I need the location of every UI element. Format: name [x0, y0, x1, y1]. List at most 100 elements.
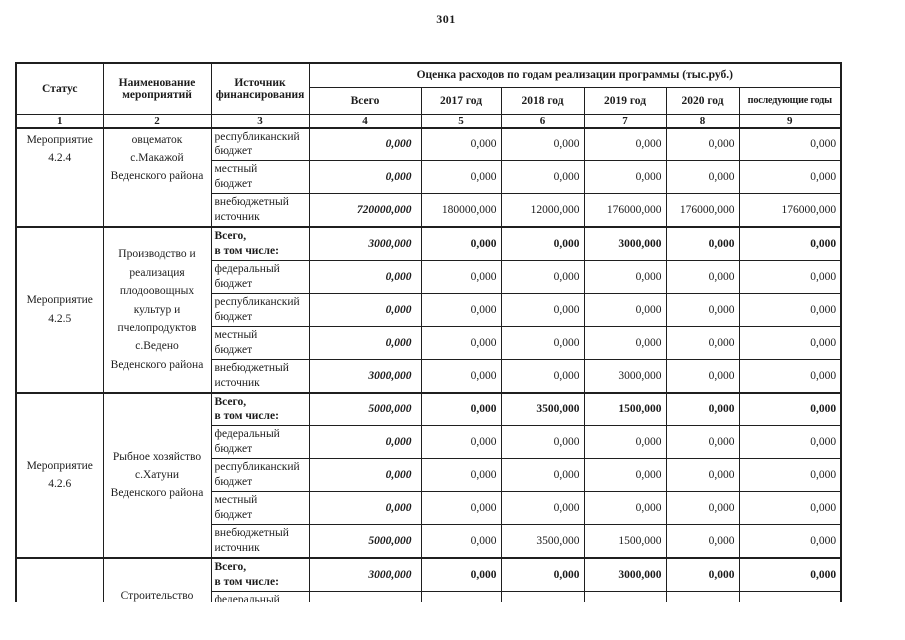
year-value-cell: 0,000: [665, 556, 740, 592]
header-column-number: 3: [210, 113, 310, 129]
year-value-cell: 0,000: [665, 260, 740, 294]
year-value-cell: 176000,000: [738, 193, 842, 228]
year-value-cell: 0,000: [420, 523, 502, 559]
year-value-cell: 0,000: [420, 325, 502, 360]
year-value-cell: 0,000: [420, 556, 502, 592]
year-value-cell: 3500,000: [500, 391, 585, 427]
year-value-cell: 0,000: [500, 126, 585, 162]
funding-source-cell: Всего, в том числе:: [210, 226, 310, 262]
total-value-cell: 0,000: [308, 458, 422, 493]
year-value-cell: 0,000: [500, 425, 585, 460]
year-value-cell: 0,000: [665, 325, 740, 360]
header-row-group: Статус Наименование мероприятий Источник…: [15, 62, 842, 115]
year-value-cell: 0,000: [420, 425, 502, 460]
total-value-cell: 3000,000: [308, 226, 422, 262]
year-value-cell: 0,000: [420, 160, 502, 195]
funding-source-cell: республиканский бюджет: [210, 292, 310, 327]
header-col-year-2019: 2019 год: [583, 86, 667, 115]
year-value-cell: 0,000: [500, 325, 585, 360]
header-column-number: 9: [738, 113, 842, 129]
year-value-cell: 12000,000: [500, 193, 585, 228]
header-column-number: 6: [500, 113, 585, 129]
year-value-cell: 0,000: [738, 160, 842, 195]
year-value-cell: 0,000: [500, 458, 585, 493]
total-value-cell: 3000,000: [308, 556, 422, 592]
year-value-cell: 0,000: [583, 160, 667, 195]
year-value-cell: 1500,000: [583, 523, 667, 559]
year-value-cell: 0,000: [500, 590, 585, 602]
header-status: Статус: [15, 62, 104, 115]
year-value-cell: 0,000: [738, 590, 842, 602]
name-cell: Строительство животноводческого хозяйств…: [102, 556, 212, 602]
year-value-cell: 0,000: [738, 391, 842, 427]
total-value-cell: 0,000: [308, 292, 422, 327]
table-row: внебюджетный источник 3000,000 0,000 0,000 3…: [16, 358, 842, 394]
year-value-cell: 0,000: [420, 391, 502, 427]
year-value-cell: 0,000: [583, 425, 667, 460]
year-value-cell: 176000,000: [665, 193, 740, 228]
total-value-cell: 0,000: [308, 160, 422, 195]
year-value-cell: 0,000: [583, 458, 667, 493]
total-value-cell: 5000,000: [308, 523, 422, 559]
page-number: 301: [436, 12, 456, 26]
table-row: республиканский бюджет 0,000 0,000 0,000 0,0…: [16, 458, 842, 493]
funding-source-cell: федеральный бюджет: [210, 260, 310, 294]
year-value-cell: 0,000: [583, 260, 667, 294]
table-row: внебюджетный источник 720000,000 180000,00…: [16, 193, 842, 228]
funding-source-cell: местный бюджет: [210, 325, 310, 360]
total-value-cell: 5000,000: [308, 391, 422, 427]
year-value-cell: 0,000: [500, 358, 585, 394]
year-value-cell: 0,000: [420, 226, 502, 262]
total-value-cell: 0,000: [308, 491, 422, 525]
year-value-cell: 0,000: [738, 292, 842, 327]
header-column-number: 5: [420, 113, 502, 129]
header-col-total: Всего: [308, 86, 422, 115]
header-column-number: 4: [308, 113, 422, 129]
header-col-year-2020: 2020 год: [665, 86, 740, 115]
total-value-cell: 720000,000: [308, 193, 422, 228]
year-value-cell: 3000,000: [583, 226, 667, 262]
table-row: местный бюджет 0,000 0,000 0,000 0,000 0,000 0…: [16, 325, 842, 360]
year-value-cell: 0,000: [665, 458, 740, 493]
header-column-number: 1: [15, 113, 104, 129]
funding-source-cell: федеральный бюджет: [210, 425, 310, 460]
name-cell: овцематок с.Макажой Веденского района: [102, 126, 212, 228]
header-col-year-2018: 2018 год: [500, 86, 585, 115]
table-row: Мероприятие 4.2.5 Производство и реализац…: [15, 226, 842, 394]
funding-source-cell: республиканский бюджет: [210, 458, 310, 493]
year-value-cell: 0,000: [583, 292, 667, 327]
table-row: внебюджетный источник 5000,000 0,000 3500,0…: [16, 523, 842, 559]
year-value-cell: 0,000: [738, 358, 842, 394]
year-value-cell: 0,000: [665, 523, 740, 559]
year-value-cell: 0,000: [665, 491, 740, 525]
table-row: республиканский бюджет 0,000 0,000 0,000 0,0…: [16, 292, 842, 327]
year-value-cell: 0,000: [738, 458, 842, 493]
year-value-cell: 0,000: [665, 425, 740, 460]
status-cell: Мероприятие 4.2.4: [15, 126, 104, 228]
header-row-years: Всего 2017 год 2018 год 2019 год 2020 год пос…: [16, 86, 842, 115]
year-value-cell: 0,000: [665, 226, 740, 262]
funding-source-cell: федеральный бюджет: [210, 590, 310, 602]
year-value-cell: 0,000: [583, 325, 667, 360]
year-value-cell: 0,000: [500, 491, 585, 525]
year-value-cell: 0,000: [665, 358, 740, 394]
header-column-number: 7: [583, 113, 667, 129]
year-value-cell: 0,000: [665, 160, 740, 195]
year-value-cell: 0,000: [738, 556, 842, 592]
year-value-cell: 1500,000: [583, 391, 667, 427]
funding-source-cell: внебюджетный источник: [210, 523, 310, 559]
total-value-cell: 3000,000: [308, 358, 422, 394]
status-cell: Мероприятие 4.2.7: [15, 556, 104, 602]
year-value-cell: 0,000: [738, 425, 842, 460]
year-value-cell: 3000,000: [583, 556, 667, 592]
year-value-cell: 0,000: [420, 292, 502, 327]
total-value-cell: 0,000: [308, 590, 422, 602]
total-value-cell: 0,000: [308, 260, 422, 294]
year-value-cell: 0,000: [665, 292, 740, 327]
year-value-cell: 0,000: [738, 325, 842, 360]
year-value-cell: 0,000: [500, 556, 585, 592]
year-value-cell: 0,000: [665, 126, 740, 162]
year-value-cell: 0,000: [500, 226, 585, 262]
